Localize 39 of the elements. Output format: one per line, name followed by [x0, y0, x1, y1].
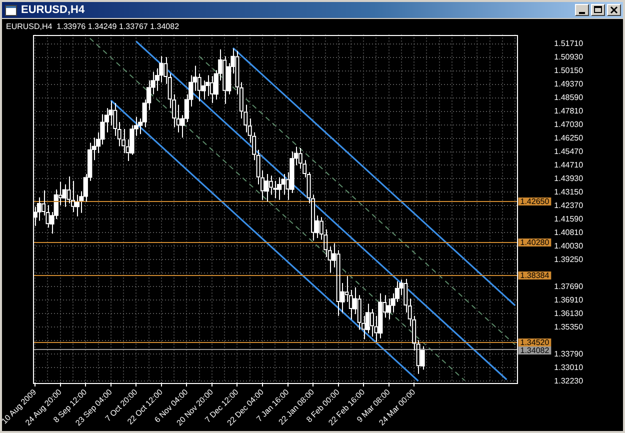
y-tick-label: 1.46250 — [554, 134, 584, 143]
candlestick — [386, 298, 392, 320]
y-tick-label: 1.51710 — [554, 39, 584, 48]
candlestick — [378, 292, 383, 339]
y-tick-label: 1.47810 — [554, 106, 584, 116]
y-tick-label: 1.44710 — [554, 160, 584, 170]
y-tick-label: 1.40030 — [554, 241, 584, 250]
y-tick-label: 1.32230 — [554, 376, 584, 386]
y-tick-label: 1.47030 — [554, 120, 584, 130]
candlestick — [66, 176, 72, 204]
y-tick-label: 1.50150 — [554, 66, 584, 76]
y-tick-label: 1.43150 — [554, 187, 584, 196]
ref-line-label: 1.42650 — [520, 197, 550, 206]
y-tick-label: 1.33010 — [554, 362, 584, 372]
ref-line-label: 1.34082 — [520, 346, 550, 356]
y-tick-label: 1.41590 — [554, 214, 584, 224]
y-tick-label: 1.37690 — [554, 282, 584, 291]
y-tick-label: 1.43930 — [554, 174, 584, 183]
candlestick — [277, 176, 282, 200]
y-tick-label: 1.36130 — [554, 308, 584, 318]
ref-line-label: 1.40280 — [520, 238, 550, 248]
y-tick-label: 1.50930 — [554, 52, 584, 62]
y-tick-label: 1.49370 — [554, 80, 584, 89]
y-tick-label: 1.33790 — [554, 349, 584, 358]
ref-line-label: 1.38384 — [520, 271, 550, 280]
y-tick-label: 1.39250 — [554, 254, 584, 264]
ref-line-label: 1.34520 — [520, 338, 550, 348]
chart-subtitle: EURUSD,H4 1.33976 1.34249 1.33767 1.34082 — [6, 22, 180, 32]
y-tick-label: 1.40810 — [554, 228, 584, 237]
y-tick-label: 1.36910 — [554, 295, 584, 304]
chart-title: EURUSD,H4 — [21, 3, 85, 17]
y-tick-label: 1.35350 — [554, 322, 584, 332]
candlestick — [201, 80, 206, 100]
y-tick-label: 1.45470 — [554, 147, 584, 156]
candlestick — [70, 180, 76, 213]
y-tick-label: 1.42370 — [554, 200, 584, 210]
y-tick-label: 1.48590 — [554, 93, 584, 102]
candlestick — [210, 76, 214, 104]
candlestick — [62, 184, 67, 208]
